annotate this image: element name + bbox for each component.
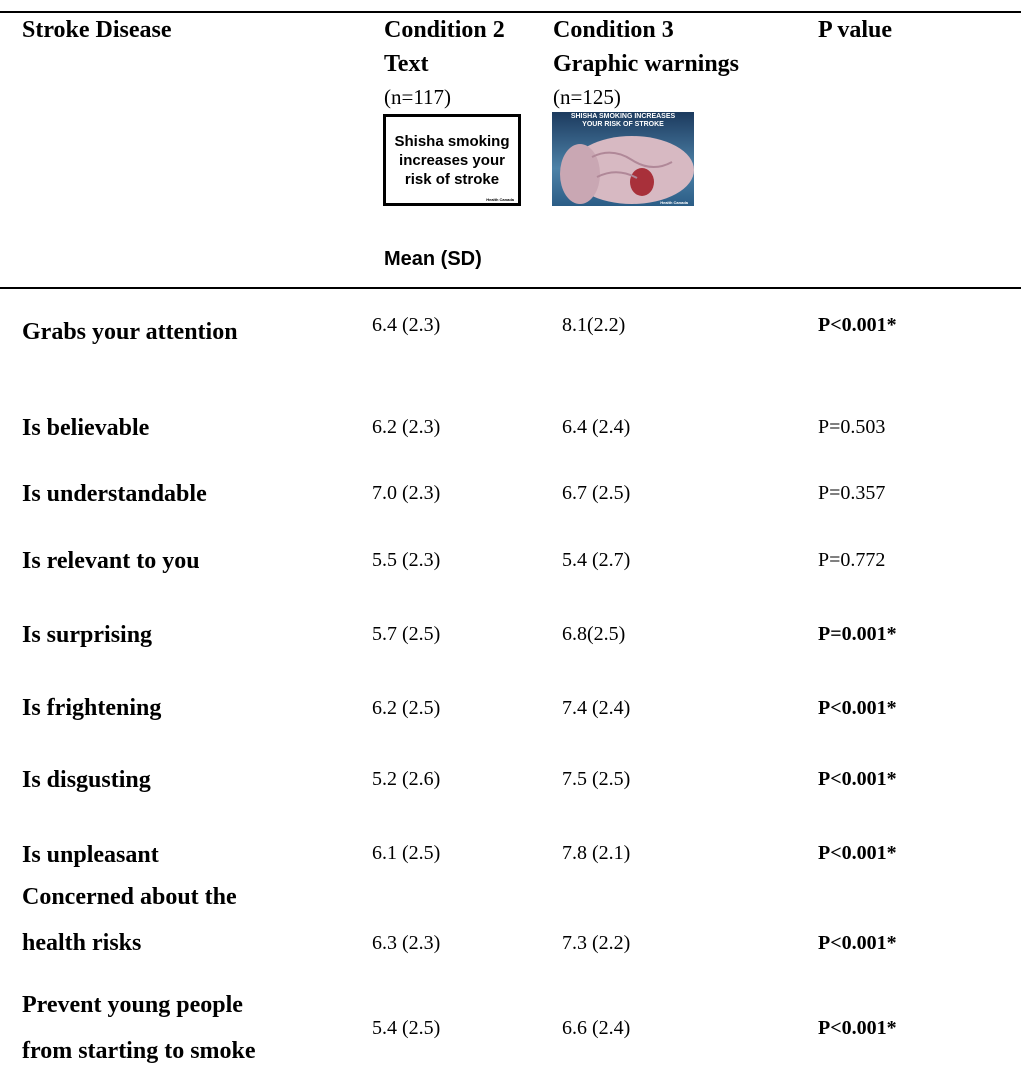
cell-p-value: P=0.357 [818,482,886,504]
warning-text: increases your [399,152,505,169]
cell-condition-3: 7.3 (2.2) [562,932,631,954]
cell-condition-2: 6.2 (2.3) [372,416,441,438]
cell-condition-2: 5.7 (2.5) [372,623,441,645]
cell-condition-3: 7.8 (2.1) [562,842,631,864]
cell-p-value: P=0.772 [818,549,886,571]
cell-p-value: P<0.001* [818,932,897,954]
column-title: Text [384,51,429,77]
cell-p-value: P<0.001* [818,842,897,864]
row-label: Prevent young people [22,992,243,1018]
cell-condition-3: 6.4 (2.4) [562,416,631,438]
bleed [630,168,654,196]
column-n: (n=125) [553,85,621,109]
cell-condition-3: 7.4 (2.4) [562,697,631,719]
cell-p-value: P<0.001* [818,1017,897,1039]
cell-condition-2: 6.4 (2.3) [372,314,441,336]
row-label: health risks [22,930,142,956]
cell-p-value: P<0.001* [818,314,897,336]
fold [591,151,673,168]
row-label: Is understandable [22,481,207,507]
row-label: from starting to smoke [22,1038,256,1064]
row-label: Is frightening [22,695,162,721]
cell-condition-2: 7.0 (2.3) [372,482,441,504]
cell-condition-2: 6.2 (2.5) [372,697,441,719]
row-header: Stroke Disease [22,17,172,43]
cell-condition-2: 6.3 (2.3) [372,932,441,954]
header-rule [0,287,1021,289]
column-title: Condition 3 [553,17,674,43]
warning-credit: Health Canada [486,197,514,202]
p-header: P value [818,17,893,43]
measure-label: Mean (SD) [384,248,482,270]
cell-condition-3: 6.6 (2.4) [562,1017,631,1039]
cell-p-value: P<0.001* [818,768,897,790]
cell-condition-3: 6.7 (2.5) [562,482,631,504]
row-label: Is unpleasant [22,842,159,868]
warning-text: YOUR RISK OF STROKE [582,121,664,128]
cell-condition-3: 5.4 (2.7) [562,549,631,571]
cell-condition-3: 8.1(2.2) [562,314,626,336]
warning-image-text: Shisha smoking increases your risk of stro… [383,114,521,206]
row-label: Is disgusting [22,767,151,793]
row-label: Is relevant to you [22,548,200,574]
cell-condition-2: 5.2 (2.6) [372,768,441,790]
cell-condition-3: 6.8(2.5) [562,623,626,645]
warning-text: SHISHA SMOKING INCREASES [570,113,676,120]
cell-condition-2: 5.5 (2.3) [372,549,441,571]
warning-credit: Health Canada [660,200,688,205]
row-label: Concerned about the [22,884,237,910]
warning-text: risk of stroke [404,171,500,188]
column-title: Condition 2 [384,17,505,43]
column-n: (n=117) [384,85,452,109]
column-title: Graphic warnings [553,51,740,77]
row-label: Is believable [22,415,150,441]
cell-p-value: P<0.001* [818,697,897,719]
cell-p-value: P=0.503 [818,416,886,438]
cell-condition-2: 5.4 (2.5) [372,1017,441,1039]
top-rule [0,11,1021,13]
row-label: Is surprising [22,622,153,648]
brain-illustration [560,136,694,204]
cell-p-value: P=0.001* [818,623,897,645]
row-label: Grabs your attention [22,319,238,345]
warning-image-graphic: SHISHA SMOKING INCREASES YOUR RISK OF STR… [552,112,694,206]
cell-condition-2: 6.1 (2.5) [372,842,441,864]
warning-text: Shisha smoking [394,133,510,150]
cell-condition-3: 7.5 (2.5) [562,768,631,790]
fold [596,171,638,179]
brain-lobe [560,144,600,204]
